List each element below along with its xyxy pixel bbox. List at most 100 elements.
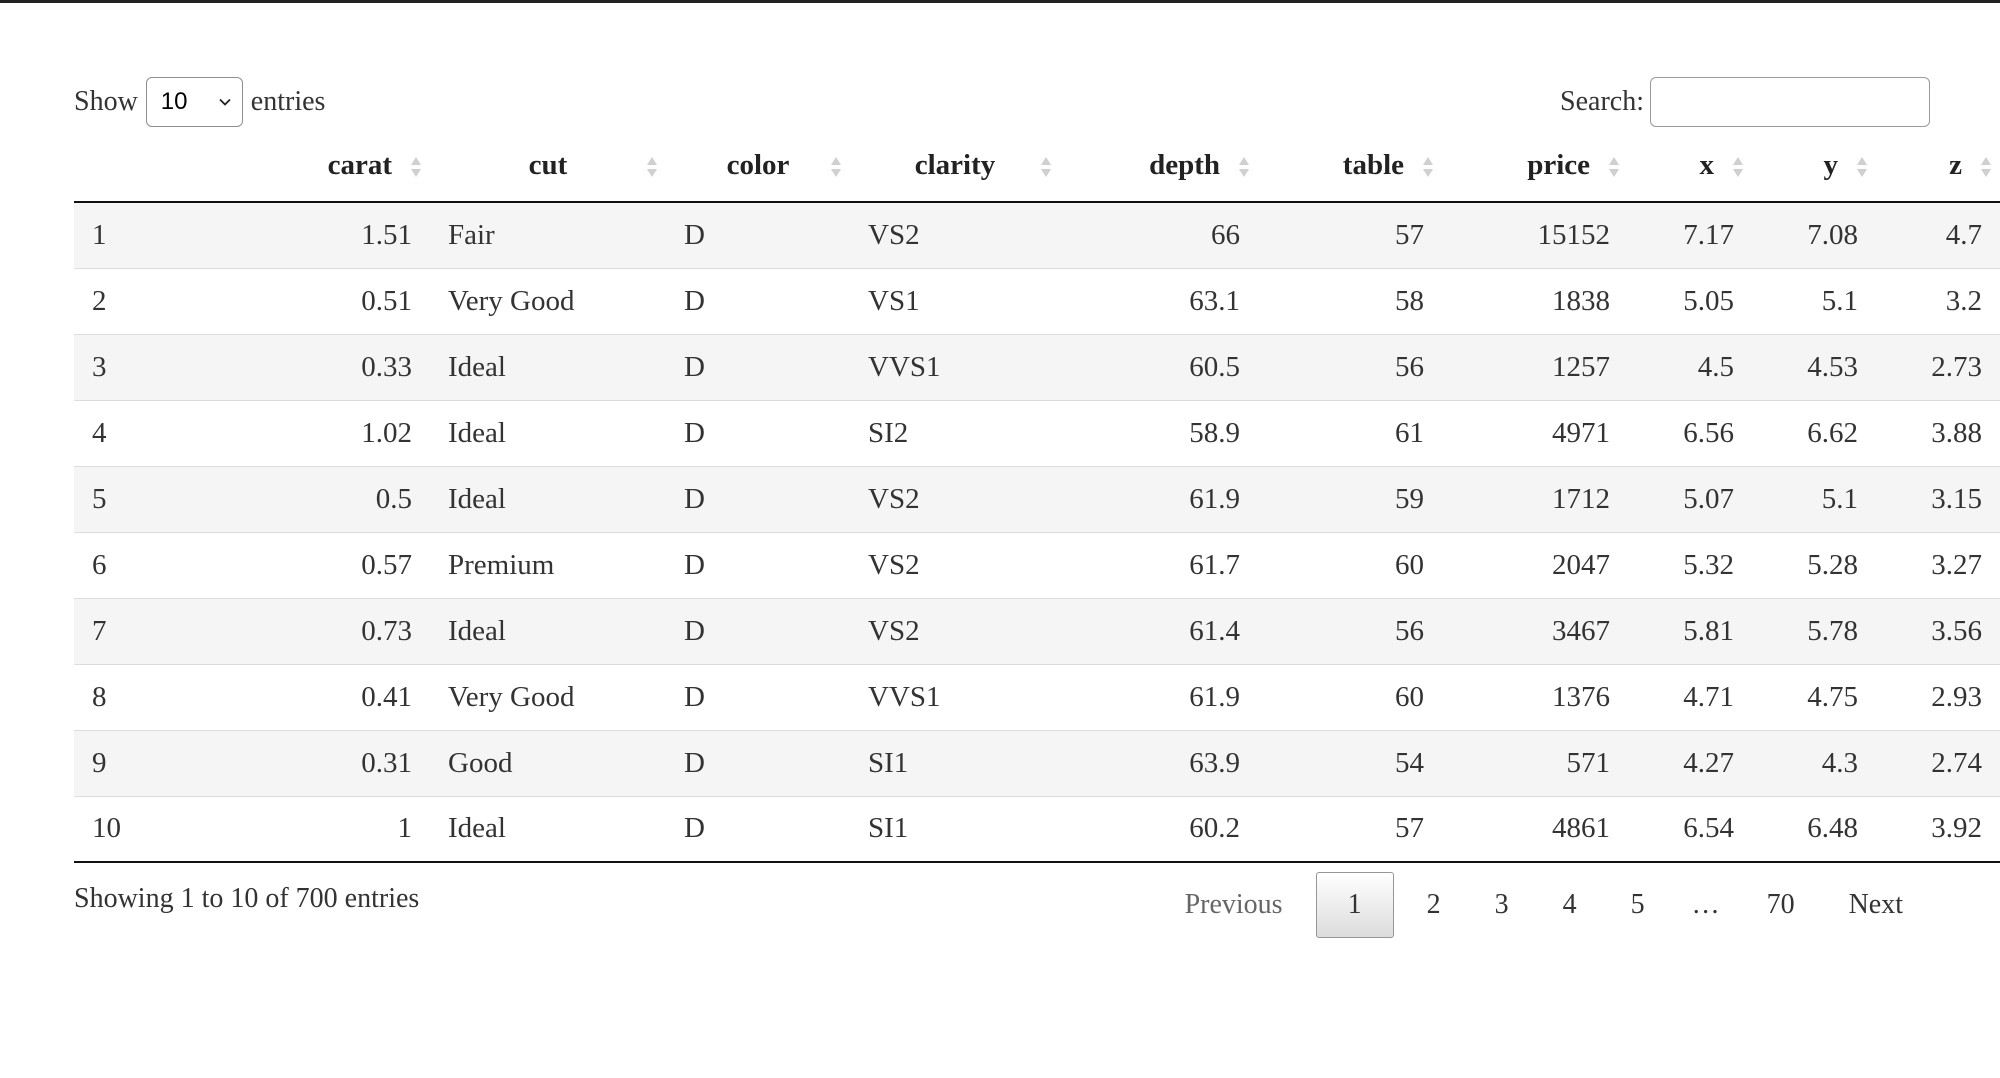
cell-price: 4971 [1442,399,1628,466]
sort-both-icon [1423,156,1433,177]
data-table: carat cut color clarity depth table price x y z 1… [74,136,2000,863]
cell-x: 6.54 [1628,795,1752,863]
column-header-cut[interactable]: cut [430,136,666,203]
sort-both-icon [647,156,657,177]
search-label: Search: [1560,86,1644,117]
column-header-label: x [1699,149,1715,181]
cell-depth: 66 [1060,202,1258,268]
page-button-4[interactable]: 4 [1562,889,1577,920]
cell-index: 5 [74,465,194,532]
column-header-table[interactable]: table [1258,136,1442,203]
cell-cut: Ideal [430,399,666,466]
cell-x: 6.56 [1628,399,1752,466]
cell-y: 5.28 [1752,531,1876,598]
search-control: Search: [1560,76,1930,128]
cell-z: 3.15 [1876,465,2000,532]
column-header-price[interactable]: price [1442,136,1628,203]
cell-color: D [666,663,850,730]
page-button-3[interactable]: 3 [1494,889,1509,920]
cell-price: 1257 [1442,333,1628,400]
page-buttons: 1 2 3 4 5 [1310,872,1672,938]
cell-clarity: VS2 [850,597,1060,664]
cell-y: 4.75 [1752,663,1876,730]
cell-depth: 61.9 [1060,465,1258,532]
sort-both-icon [1041,156,1051,177]
column-header-depth[interactable]: depth [1060,136,1258,203]
sort-both-icon [1981,156,1991,177]
cell-z: 4.7 [1876,202,2000,268]
cell-index: 10 [74,795,194,863]
page-button-2[interactable]: 2 [1426,889,1441,920]
cell-price: 1838 [1442,267,1628,334]
cell-table: 59 [1258,465,1442,532]
cell-depth: 60.5 [1060,333,1258,400]
cell-index: 2 [74,267,194,334]
cell-clarity: VS2 [850,531,1060,598]
cell-price: 2047 [1442,531,1628,598]
table-row: 1 1.51 Fair D VS2 66 57 15152 7.17 7.08 4.7 [74,202,2000,268]
table-row: 8 0.41 Very Good D VVS1 61.9 60 1376 4.71 4.75 2.9… [74,663,2000,730]
cell-index: 3 [74,333,194,400]
cell-table: 57 [1258,795,1442,863]
cell-color: D [666,202,850,268]
column-header-carat[interactable]: carat [194,136,430,203]
table-row: 9 0.31 Good D SI1 63.9 54 571 4.27 4.3 2.74 [74,729,2000,796]
table-body: 1 1.51 Fair D VS2 66 57 15152 7.17 7.08 4.7 2 0.51 Ve… [74,202,2000,863]
column-header-clarity[interactable]: clarity [850,136,1060,203]
cell-color: D [666,333,850,400]
datatable-wrapper: Show 10 entries Search: [74,76,2000,943]
table-info: Showing 1 to 10 of 700 entries [74,883,420,914]
cell-z: 3.2 [1876,267,2000,334]
column-header-x[interactable]: x [1628,136,1752,203]
table-row: 10 1 Ideal D SI1 60.2 57 4861 6.54 6.48 3.92 [74,795,2000,863]
cell-table: 61 [1258,399,1442,466]
cell-depth: 61.4 [1060,597,1258,664]
cell-z: 3.92 [1876,795,2000,863]
cell-index: 9 [74,729,194,796]
cell-x: 4.71 [1628,663,1752,730]
table-row: 7 0.73 Ideal D VS2 61.4 56 3467 5.81 5.78 3.56 [74,597,2000,664]
entries-select[interactable]: 10 [145,77,243,127]
table-row: 5 0.5 Ideal D VS2 61.9 59 1712 5.07 5.1 3.15 [74,465,2000,532]
cell-cut: Ideal [430,333,666,400]
cell-price: 4861 [1442,795,1628,863]
cell-depth: 61.9 [1060,663,1258,730]
cell-index: 1 [74,202,194,268]
page-button-1[interactable]: 1 [1315,872,1394,938]
cell-cut: Premium [430,531,666,598]
column-header-color[interactable]: color [666,136,850,203]
cell-carat: 0.5 [194,465,430,532]
page-button-last[interactable]: 70 [1766,889,1795,920]
column-header-label: table [1342,149,1404,181]
sort-both-icon [411,156,421,177]
cell-carat: 0.57 [194,531,430,598]
sort-both-icon [1609,156,1619,177]
header-row: carat cut color clarity depth table price x y z [74,136,2000,203]
cell-clarity: VVS1 [850,663,1060,730]
previous-button[interactable]: Previous [1184,889,1283,920]
next-button[interactable]: Next [1848,889,1903,920]
cell-carat: 0.33 [194,333,430,400]
table-row: 3 0.33 Ideal D VVS1 60.5 56 1257 4.5 4.53 2.73 [74,333,2000,400]
cell-x: 5.07 [1628,465,1752,532]
cell-clarity: VS1 [850,267,1060,334]
cell-price: 1376 [1442,663,1628,730]
cell-table: 56 [1258,597,1442,664]
entries-length-control: Show 10 entries [74,76,325,128]
column-header-y[interactable]: y [1752,136,1876,203]
cell-table: 58 [1258,267,1442,334]
cell-cut: Good [430,729,666,796]
cell-cut: Very Good [430,267,666,334]
sort-both-icon [1239,156,1249,177]
cell-cut: Ideal [430,795,666,863]
column-header-index [74,136,194,203]
cell-color: D [666,267,850,334]
cell-z: 3.88 [1876,399,2000,466]
cell-carat: 0.51 [194,267,430,334]
cell-x: 4.27 [1628,729,1752,796]
search-input[interactable] [1650,77,1930,127]
column-header-z[interactable]: z [1876,136,2000,203]
page-button-5[interactable]: 5 [1630,889,1645,920]
cell-y: 5.78 [1752,597,1876,664]
cell-table: 60 [1258,531,1442,598]
